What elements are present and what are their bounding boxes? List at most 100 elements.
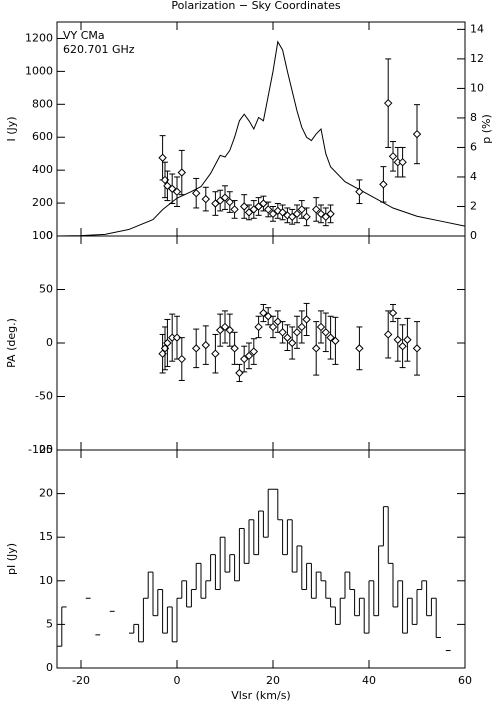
y2-tick-label: 6 bbox=[470, 140, 477, 153]
marker bbox=[254, 202, 263, 211]
marker bbox=[220, 322, 230, 332]
marker bbox=[283, 211, 292, 220]
x-tick-label: 0 bbox=[174, 674, 181, 687]
y-tick-label: -50 bbox=[35, 390, 53, 403]
marker bbox=[268, 322, 278, 332]
marker bbox=[249, 347, 259, 356]
y-axis-label: I (Jy) bbox=[5, 116, 18, 141]
marker bbox=[230, 344, 239, 353]
marker bbox=[191, 344, 201, 353]
y-tick-label: 1000 bbox=[25, 64, 53, 77]
marker bbox=[302, 315, 311, 324]
marker bbox=[355, 344, 364, 353]
marker bbox=[244, 351, 254, 361]
marker bbox=[297, 322, 307, 332]
chart-title: Polarization − Sky Coordinates bbox=[171, 0, 340, 12]
marker bbox=[326, 333, 335, 342]
marker bbox=[273, 317, 283, 326]
marker bbox=[321, 212, 331, 222]
marker bbox=[172, 187, 182, 196]
marker bbox=[316, 322, 326, 332]
marker bbox=[398, 157, 407, 167]
y-tick-label: 200 bbox=[32, 196, 53, 209]
y-tick-label: 400 bbox=[32, 163, 53, 176]
marker bbox=[211, 349, 220, 358]
marker bbox=[287, 338, 297, 348]
y-axis-label: PA (deg.) bbox=[5, 318, 18, 368]
annotation: VY CMa bbox=[63, 29, 105, 42]
y-tick-label: 0 bbox=[46, 229, 53, 242]
marker bbox=[225, 325, 235, 335]
marker bbox=[220, 193, 230, 202]
marker bbox=[211, 199, 220, 208]
marker bbox=[331, 336, 340, 346]
marker bbox=[393, 335, 403, 344]
marker bbox=[403, 335, 412, 344]
marker bbox=[163, 338, 172, 348]
marker bbox=[283, 333, 292, 342]
marker bbox=[254, 322, 263, 332]
marker bbox=[311, 205, 321, 214]
marker bbox=[172, 333, 182, 342]
marker bbox=[201, 194, 211, 204]
y-tick-label: 800 bbox=[32, 97, 53, 110]
marker bbox=[412, 344, 422, 353]
x-tick-label: 20 bbox=[266, 674, 280, 687]
y-tick-label: 1200 bbox=[25, 31, 53, 44]
x-tick-label: -20 bbox=[72, 674, 90, 687]
plot-frame bbox=[56, 235, 466, 451]
marker bbox=[383, 330, 393, 339]
marker bbox=[302, 212, 311, 222]
y2-tick-label: 0 bbox=[470, 229, 477, 242]
x-tick-label: 60 bbox=[458, 674, 472, 687]
marker bbox=[225, 197, 235, 207]
marker bbox=[311, 344, 321, 353]
marker bbox=[201, 340, 211, 350]
marker bbox=[287, 212, 297, 222]
plot-frame bbox=[56, 449, 466, 669]
y2-tick-label: 14 bbox=[470, 22, 484, 35]
y-tick-label: 0 bbox=[46, 661, 53, 674]
y-tick-label: 100 bbox=[32, 229, 53, 242]
marker bbox=[177, 168, 187, 177]
marker bbox=[239, 354, 249, 364]
marker bbox=[388, 152, 398, 161]
marker bbox=[167, 184, 177, 193]
marker bbox=[259, 308, 268, 318]
y-tick-label: 25 bbox=[39, 443, 53, 456]
y-tick-label: 20 bbox=[39, 487, 53, 500]
marker bbox=[191, 188, 201, 198]
marker bbox=[383, 98, 393, 108]
marker bbox=[244, 208, 254, 217]
marker bbox=[215, 325, 225, 335]
marker bbox=[292, 209, 302, 219]
marker bbox=[326, 209, 335, 219]
y2-tick-label: 10 bbox=[470, 81, 484, 94]
y2-tick-label: 2 bbox=[470, 199, 477, 212]
x-axis-label: Vlsr (km/s) bbox=[231, 689, 290, 701]
marker bbox=[398, 342, 407, 351]
annotation: 620.701 GHz bbox=[63, 43, 135, 56]
marker bbox=[412, 129, 422, 139]
marker bbox=[263, 312, 273, 321]
marker bbox=[235, 368, 244, 378]
y-axis-label: pI (Jy) bbox=[5, 543, 18, 575]
y-tick-label: 10 bbox=[39, 574, 53, 587]
y-tick-label: 5 bbox=[46, 617, 53, 630]
y-tick-label: -100 bbox=[28, 443, 53, 456]
x-tick-label: 40 bbox=[362, 674, 376, 687]
y-tick-label: 600 bbox=[32, 130, 53, 143]
y2-tick-label: 8 bbox=[470, 111, 477, 124]
marker bbox=[177, 354, 187, 364]
marker bbox=[239, 202, 249, 211]
marker bbox=[249, 205, 259, 214]
marker bbox=[379, 180, 388, 189]
marker bbox=[316, 209, 326, 219]
marker bbox=[388, 308, 398, 318]
marker bbox=[297, 205, 307, 214]
y-tick-label: 15 bbox=[39, 530, 53, 543]
marker bbox=[263, 205, 273, 214]
y2-tick-label: 12 bbox=[470, 52, 484, 65]
y-tick-label: 0 bbox=[46, 336, 53, 349]
